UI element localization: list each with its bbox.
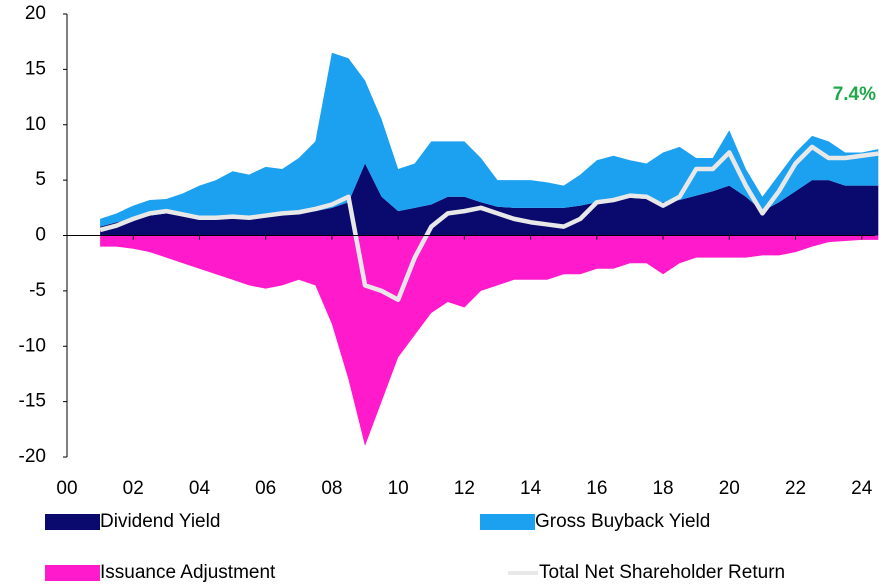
x-tick-label: 10 (388, 478, 409, 499)
total-line (99, 144, 879, 302)
x-tick-label: 08 (321, 478, 342, 499)
y-tick-label: 5 (35, 169, 46, 190)
legend-label: Gross Buyback Yield (535, 511, 710, 532)
area (100, 163, 879, 236)
y-tick-label: 20 (25, 3, 46, 24)
area (100, 52, 879, 227)
y-tick-label: 10 (25, 114, 46, 135)
y-tick-label: -20 (19, 446, 46, 467)
x-tick-label: 24 (851, 478, 873, 499)
legend-label: Issuance Adjustment (100, 562, 276, 583)
y-tick-label: 0 (35, 225, 46, 246)
x-tick-label: 06 (255, 478, 276, 499)
y-tick-label: -15 (19, 391, 46, 412)
x-tick-label: 00 (56, 478, 77, 499)
x-tick-label: 20 (719, 478, 740, 499)
x-tick-label: 14 (520, 478, 542, 499)
y-tick-label: -10 (19, 335, 46, 356)
legend-swatch (45, 565, 100, 581)
x-tick-label: 22 (785, 478, 806, 499)
legend-swatch (480, 514, 535, 530)
legend-swatch (45, 514, 100, 530)
legend-label: Total Net Shareholder Return (539, 562, 785, 583)
x-tick-label: 16 (586, 478, 607, 499)
area (100, 235, 879, 446)
x-tick-label: 18 (652, 478, 673, 499)
x-tick-label: 02 (123, 478, 144, 499)
x-tick-label: 04 (189, 478, 211, 499)
y-tick-label: -5 (29, 280, 46, 301)
legend-label: Dividend Yield (100, 511, 220, 532)
y-tick-label: 15 (25, 58, 46, 79)
annotation: 7.4% (833, 84, 876, 105)
x-tick-label: 12 (454, 478, 475, 499)
